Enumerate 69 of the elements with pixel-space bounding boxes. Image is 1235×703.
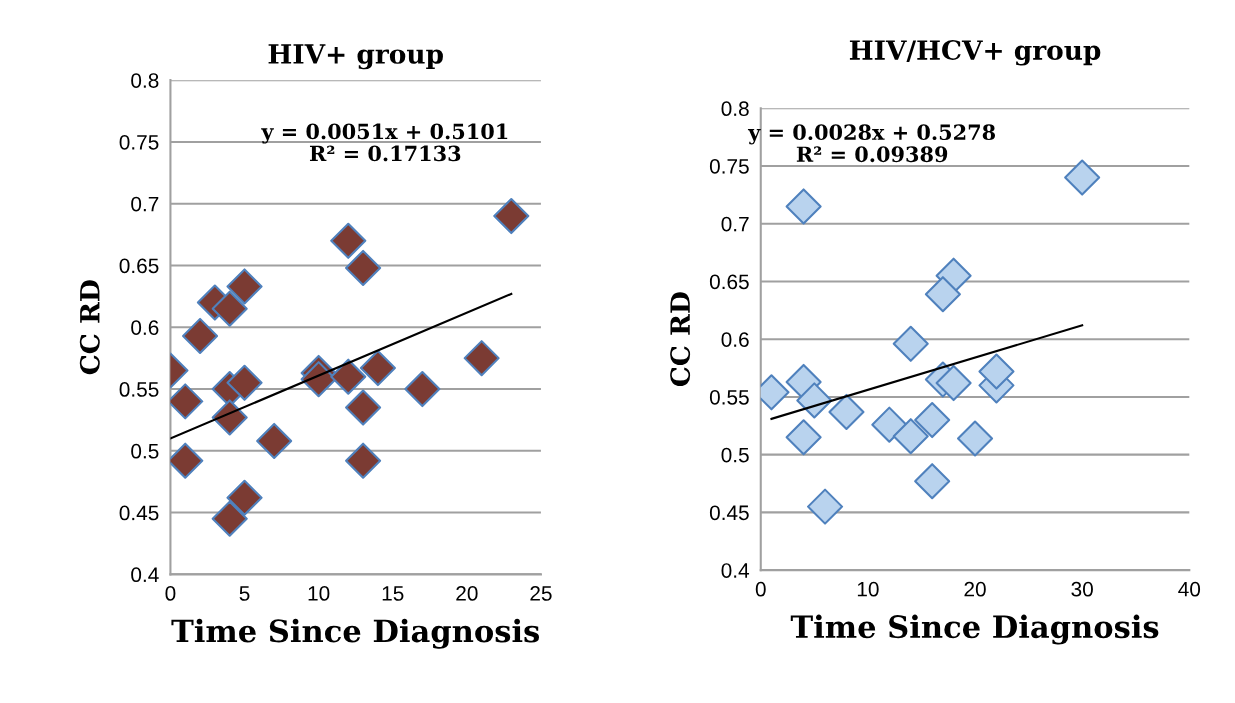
y-tick-label: 0.8: [721, 101, 749, 117]
y-tick-label: 0.75: [709, 159, 749, 174]
x-tick-label: 10: [857, 581, 879, 597]
point: [1064, 159, 1101, 196]
point: [345, 249, 382, 286]
point: [345, 389, 382, 426]
y-tick-label: 0.55: [119, 382, 159, 397]
point: [330, 222, 367, 259]
y-tick-label: 0.7: [131, 196, 159, 212]
point: [182, 317, 219, 354]
point: [463, 340, 500, 377]
annotation: y = 0.0028x + 0.5278 R² = 0.09389: [747, 124, 996, 163]
point: [935, 365, 972, 402]
point: [956, 420, 994, 457]
point: [871, 406, 908, 443]
point: [226, 268, 263, 305]
x-tick-label: 20: [456, 586, 478, 601]
y-tick-label: 0.45: [709, 505, 749, 521]
point: [828, 393, 865, 430]
point: [226, 479, 263, 516]
y-tick-label: 0.75: [119, 134, 159, 150]
point: [345, 442, 382, 479]
point: [211, 290, 248, 327]
chart-title: HIV+ group: [268, 44, 443, 70]
point: [493, 198, 530, 235]
y-tick-label: 0.8: [131, 73, 159, 88]
y-tick-label: 0.4: [131, 567, 159, 583]
x-tick-label: 25: [530, 586, 552, 601]
point: [978, 353, 1015, 390]
x-tick-label: 10: [308, 586, 330, 601]
y-tick-label: 0.6: [131, 320, 159, 335]
y-tick-label: 0.55: [709, 389, 749, 405]
x-tick-label: 20: [964, 581, 986, 597]
point: [256, 422, 293, 459]
x-tick-label: 0: [755, 581, 766, 597]
point: [211, 399, 248, 436]
x-tick-label: 30: [1071, 581, 1093, 597]
y-tick-label: 0.4: [721, 563, 750, 578]
y-tick-label: 0.7: [721, 216, 749, 232]
y-tick-label: 0.6: [721, 332, 749, 347]
y-tick-label: 0.5: [131, 443, 159, 459]
y-tick-label: 0.65: [709, 274, 749, 290]
chart-title: HIV/HCV+ group: [849, 40, 1101, 66]
x-axis-title: Time Since Diagnosis: [790, 614, 1159, 645]
annotation: y = 0.0051x + 0.5101 R² = 0.17133: [261, 123, 508, 162]
y-axis-title: CC RD: [670, 292, 691, 387]
point: [359, 349, 396, 387]
point: [914, 401, 951, 439]
x-tick-label: 0: [165, 586, 176, 601]
point: [211, 500, 248, 537]
y-tick-label: 0.45: [119, 505, 159, 521]
y-tick-label: 0.65: [119, 258, 159, 274]
y-tick-label: 0.5: [721, 447, 749, 463]
point: [785, 419, 822, 456]
point: [226, 364, 263, 401]
point: [806, 488, 844, 525]
point: [785, 188, 822, 225]
x-tick-label: 40: [1178, 581, 1201, 597]
y-axis-title: CC RD: [79, 280, 100, 375]
point: [796, 382, 833, 419]
point: [892, 418, 929, 455]
x-tick-label: 15: [382, 586, 404, 601]
x-tick-label: 5: [239, 586, 250, 601]
point: [892, 325, 929, 362]
point: [914, 463, 951, 500]
point: [330, 358, 367, 395]
point: [924, 276, 961, 313]
point: [404, 370, 441, 408]
x-axis-title: Time Since Diagnosis: [171, 618, 540, 649]
